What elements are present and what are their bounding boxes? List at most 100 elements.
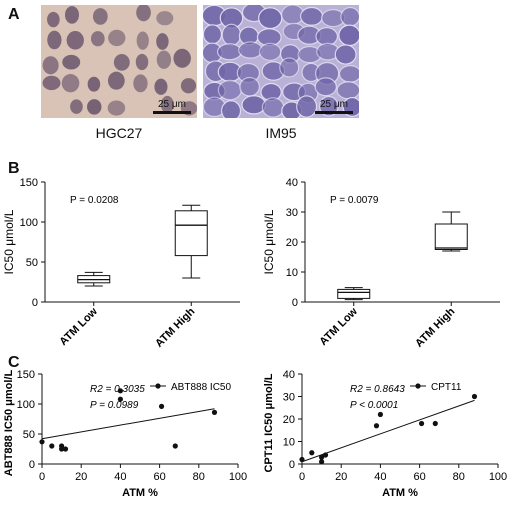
scale-bar-im95: 25 μm bbox=[315, 99, 353, 114]
regression-line bbox=[301, 399, 475, 463]
cell bbox=[113, 54, 130, 71]
scale-bar-label: 25 μm bbox=[320, 99, 348, 110]
cell bbox=[92, 8, 108, 25]
x-tick-label: 40 bbox=[114, 471, 126, 483]
scale-bar-line bbox=[153, 111, 191, 114]
cell bbox=[238, 41, 263, 59]
data-point bbox=[172, 443, 178, 449]
y-tick-label: 20 bbox=[286, 237, 298, 249]
scatter-plot-abt888: 0 50 100 150 0 20 40 60 80 100 ATM % ABT888 IC50 μm… bbox=[3, 369, 247, 499]
cell bbox=[107, 100, 126, 116]
cell bbox=[61, 73, 80, 93]
x-tick-label: 60 bbox=[153, 471, 165, 483]
cell-line-label-im95: IM95 bbox=[265, 125, 297, 141]
data-point bbox=[117, 388, 123, 394]
data-point bbox=[418, 420, 425, 427]
cell-line-label-hgc27: HGC27 bbox=[95, 125, 143, 141]
x-tick-label: 20 bbox=[335, 471, 347, 483]
data-point bbox=[39, 439, 45, 445]
category-label: ATM High bbox=[413, 305, 457, 349]
y-tick-label: 50 bbox=[23, 429, 35, 441]
cell bbox=[296, 95, 318, 118]
x-tick-label: 0 bbox=[299, 471, 305, 483]
panel-letter-b: B bbox=[8, 160, 20, 177]
cell bbox=[133, 74, 148, 93]
micrograph-hgc27: 25 μm bbox=[41, 5, 197, 118]
cell bbox=[156, 33, 169, 50]
p-value-annotation: P = 0.0079 bbox=[330, 195, 379, 206]
data-point bbox=[471, 393, 478, 400]
cell bbox=[220, 100, 242, 118]
legend-label: ABT888 IC50 bbox=[171, 382, 231, 393]
cell bbox=[87, 76, 101, 92]
cell bbox=[160, 95, 174, 114]
cell bbox=[261, 97, 285, 118]
y-tick-label: 100 bbox=[17, 399, 35, 411]
cell bbox=[338, 24, 359, 47]
cell bbox=[108, 29, 126, 47]
data-point bbox=[49, 443, 55, 449]
box bbox=[434, 223, 468, 250]
y-tick-label: 20 bbox=[283, 414, 295, 426]
category-label: ATM Low bbox=[57, 305, 100, 348]
y-axis-label: IC50 μmol/L bbox=[262, 209, 276, 274]
y-axis-label: IC50 μmol/L bbox=[2, 209, 16, 274]
scatter-plot-cpt11: 0 10 20 30 40 0 20 40 60 80 100 ATM % CPT11 IC50 μmo… bbox=[263, 369, 507, 499]
x-axis-label: ATM % bbox=[382, 487, 418, 499]
cell bbox=[87, 99, 102, 115]
data-point bbox=[319, 454, 325, 460]
cell bbox=[336, 81, 359, 100]
stat-annotation: R2 = 0.8643 bbox=[350, 384, 405, 395]
cell bbox=[258, 42, 282, 61]
cell bbox=[221, 23, 242, 47]
cell bbox=[62, 54, 81, 70]
panel-letter-c: C bbox=[8, 354, 20, 371]
cell bbox=[279, 57, 300, 78]
cell bbox=[47, 30, 62, 50]
cell bbox=[136, 5, 151, 22]
cell bbox=[47, 11, 60, 28]
scale-bar-hgc27: 25 μm bbox=[153, 99, 191, 114]
category-label: ATM High bbox=[153, 305, 197, 349]
cell bbox=[90, 31, 105, 47]
data-point bbox=[309, 450, 315, 456]
cell bbox=[203, 24, 223, 45]
regression-line bbox=[41, 408, 215, 440]
data-point bbox=[377, 411, 383, 418]
y-tick-label: 30 bbox=[286, 207, 298, 219]
cell bbox=[299, 6, 324, 26]
stat-annotation: R2 = 0.3035 bbox=[90, 384, 145, 395]
data-point bbox=[117, 396, 123, 402]
y-tick-label: 0 bbox=[32, 297, 38, 309]
cell bbox=[42, 56, 59, 75]
y-tick-label: 50 bbox=[26, 257, 38, 269]
y-axis-label: ABT888 IC50 μmol/L bbox=[3, 370, 15, 477]
data-point bbox=[299, 456, 305, 463]
y-tick-label: 150 bbox=[20, 177, 38, 189]
cell bbox=[70, 99, 83, 114]
cell bbox=[107, 71, 125, 90]
y-tick-label: 40 bbox=[283, 369, 295, 381]
data-point bbox=[322, 452, 329, 458]
cell bbox=[340, 6, 359, 27]
data-point bbox=[432, 420, 438, 427]
micrograph-im95: 25 μm bbox=[203, 5, 359, 118]
panel-letter-a: A bbox=[8, 6, 20, 23]
box-plot-cpt11: 0 10 20 30 40 IC50 μmol/L P = 0.0079 ATM Low ATM… bbox=[262, 177, 500, 350]
x-tick-label: 100 bbox=[489, 471, 507, 483]
data-point bbox=[211, 409, 218, 415]
cell bbox=[66, 30, 84, 50]
y-tick-label: 10 bbox=[283, 437, 295, 449]
x-tick-label: 0 bbox=[39, 471, 45, 483]
category-label: ATM Low bbox=[317, 305, 360, 348]
data-point bbox=[158, 403, 165, 409]
p-value-annotation: P = 0.0208 bbox=[70, 195, 119, 206]
y-axis-label: CPT11 IC50 μmol/L bbox=[263, 373, 275, 472]
cell bbox=[136, 31, 149, 50]
cell bbox=[216, 43, 243, 61]
box bbox=[174, 210, 208, 257]
cell bbox=[156, 11, 174, 26]
cell bbox=[42, 75, 61, 91]
y-tick-label: 30 bbox=[283, 392, 295, 404]
scale-bar-line bbox=[315, 111, 353, 114]
